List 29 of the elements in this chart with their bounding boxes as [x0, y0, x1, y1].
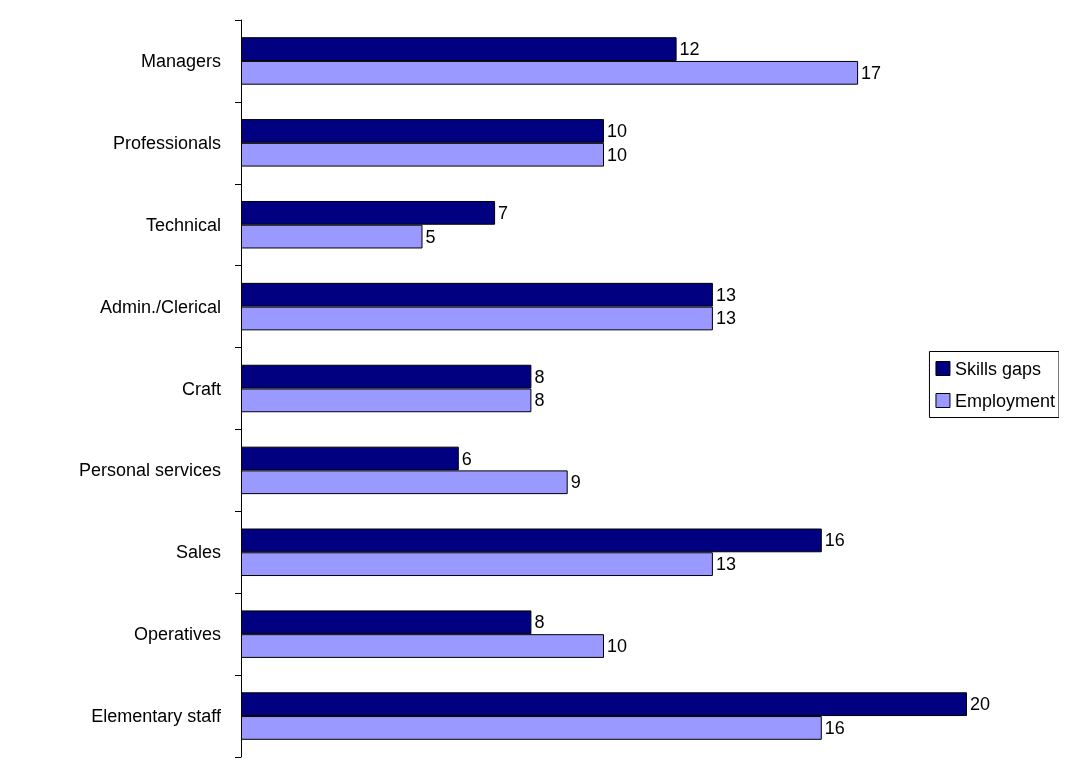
- y-tick-label: Craft: [181, 378, 221, 399]
- data-label: 16: [824, 717, 845, 738]
- data-label: 16: [824, 530, 845, 551]
- y-tick-label: Admin./Clerical: [99, 296, 221, 317]
- y-tick-label: Managers: [140, 50, 221, 71]
- data-label: 10: [607, 120, 628, 141]
- data-label: 13: [715, 284, 736, 305]
- data-label: 5: [425, 226, 436, 247]
- data-label: 10: [607, 144, 628, 165]
- y-tick-label: Elementary staff: [91, 706, 222, 727]
- data-label: 20: [970, 694, 991, 715]
- y-tick-label: Professionals: [112, 132, 221, 153]
- data-label: 8: [534, 612, 545, 633]
- data-label: 6: [461, 448, 472, 469]
- data-label: 12: [679, 39, 700, 60]
- data-label: 13: [715, 554, 736, 575]
- legend-label: Employment: [954, 390, 1056, 411]
- data-label: 9: [570, 472, 581, 493]
- y-tick-label: Sales: [175, 542, 221, 563]
- data-label: 8: [534, 390, 545, 411]
- data-label: 13: [715, 308, 736, 329]
- data-label: 17: [861, 62, 882, 83]
- y-tick-label: Operatives: [133, 624, 221, 645]
- legend-label: Skills gaps: [954, 358, 1042, 379]
- data-label: 8: [534, 366, 545, 387]
- y-tick-label: Technical: [145, 214, 221, 235]
- data-label: 10: [607, 636, 628, 657]
- data-label: 7: [498, 202, 509, 223]
- y-tick-label: Personal services: [78, 460, 221, 481]
